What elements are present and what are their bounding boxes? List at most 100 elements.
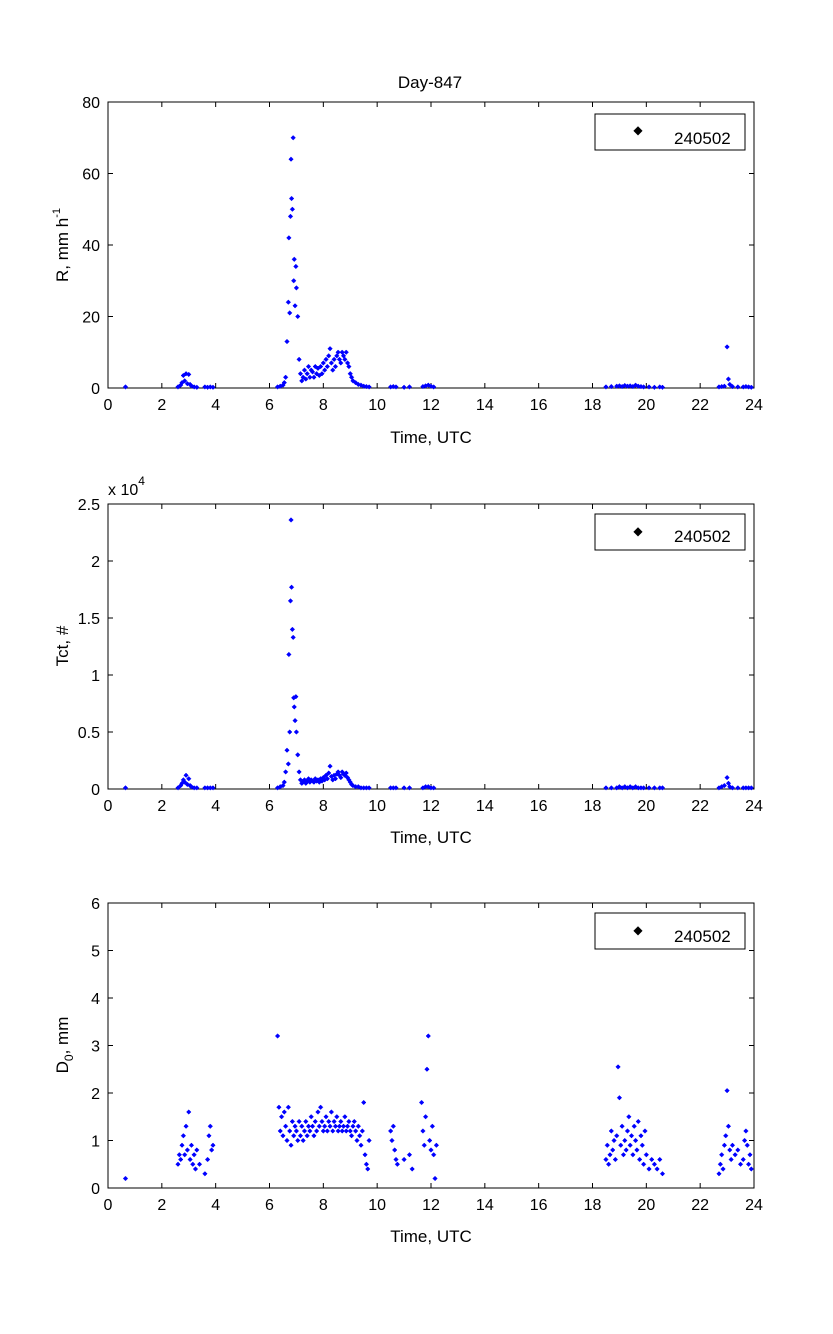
data-point: [326, 770, 332, 776]
data-point: [744, 1142, 750, 1148]
data-point: [616, 784, 623, 790]
data-point: [603, 785, 609, 791]
data-point: [276, 1104, 282, 1110]
legend-marker: ◆: [633, 923, 643, 937]
data-point: [184, 1147, 191, 1153]
data-point: [406, 384, 413, 390]
data-point: [643, 1152, 649, 1158]
data-point: [290, 135, 296, 141]
data-point: [176, 1152, 182, 1158]
data-point: [326, 1118, 332, 1125]
data-point: [717, 1161, 724, 1167]
data-point: [281, 779, 287, 785]
x-tick-label: 24: [745, 798, 763, 815]
data-point: [288, 517, 294, 523]
data-point: [747, 1152, 753, 1158]
data-point: [737, 1161, 744, 1167]
data-point: [303, 376, 309, 382]
data-point: [748, 1166, 754, 1172]
x-tick-label: 4: [211, 798, 220, 815]
x-tick-label: 22: [691, 1197, 709, 1214]
data-point: [724, 774, 730, 781]
data-point: [288, 1142, 294, 1148]
data-point: [330, 1128, 336, 1134]
data-point: [355, 1123, 361, 1129]
data-point: [634, 1147, 640, 1153]
data-point: [316, 1123, 322, 1129]
data-point: [343, 1128, 349, 1134]
data-point: [729, 383, 736, 390]
data-point: [323, 1114, 329, 1120]
data-point: [431, 785, 437, 791]
data-point: [745, 1161, 752, 1167]
data-point: [421, 1142, 427, 1148]
data-point: [183, 1123, 189, 1129]
data-point: [175, 785, 181, 791]
legend-box: [594, 513, 746, 551]
data-point: [649, 1156, 655, 1163]
data-point: [293, 263, 299, 270]
data-point: [182, 1152, 188, 1158]
data-point: [322, 367, 328, 373]
data-point: [319, 371, 325, 377]
data-point: [343, 770, 349, 776]
x-tick-label: 16: [530, 397, 548, 414]
data-point: [657, 1156, 663, 1163]
x-tick-label: 22: [691, 397, 709, 414]
x-axis-label: Time, UTC: [390, 828, 472, 847]
x-tick-label: 24: [745, 397, 763, 414]
data-point: [350, 782, 356, 789]
data-point: [387, 1128, 394, 1134]
data-point: [287, 213, 294, 220]
data-point: [296, 769, 302, 775]
data-point: [295, 752, 301, 758]
data-point: [390, 1123, 396, 1129]
data-point: [392, 1147, 398, 1153]
data-point: [210, 384, 216, 390]
legend: ◆ 240502: [594, 513, 746, 551]
data-point: [723, 1133, 729, 1139]
y-tick-label: 20: [82, 310, 100, 327]
x-tick-label: 6: [265, 1197, 274, 1214]
x-tick-label: 18: [584, 1197, 602, 1214]
data-point: [301, 367, 308, 373]
x-tick-label: 18: [584, 397, 602, 414]
data-point: [623, 1147, 629, 1153]
data-point: [603, 1156, 609, 1163]
y-tick-label: 6: [91, 896, 100, 913]
data-point: [335, 349, 341, 355]
data-point: [323, 356, 329, 363]
data-point: [311, 1133, 317, 1139]
data-point: [293, 285, 300, 291]
data-point: [363, 1161, 370, 1167]
data-point: [178, 1156, 184, 1163]
y-axis-label-superscript: -1: [51, 208, 63, 218]
x-tick-label: 2: [157, 1197, 166, 1214]
data-point: [366, 785, 372, 791]
data-point: [301, 1128, 308, 1134]
data-point: [393, 384, 399, 390]
data-point: [308, 1114, 314, 1120]
data-point: [340, 1123, 347, 1129]
data-point: [654, 1166, 660, 1172]
y-tick-label: 4: [91, 991, 100, 1008]
axis-multiplier: x 104: [108, 474, 145, 499]
data-point: [651, 1161, 658, 1167]
x-tick-label: 4: [211, 1197, 220, 1214]
data-point: [640, 1161, 647, 1167]
data-point: [607, 1152, 613, 1158]
data-point: [330, 367, 336, 373]
data-point: [191, 1152, 197, 1158]
data-point: [296, 356, 302, 363]
data-point: [194, 1147, 200, 1153]
data-point: [332, 776, 339, 782]
data-point: [357, 1133, 363, 1139]
data-point: [622, 1137, 628, 1144]
data-point: [281, 379, 287, 386]
x-tick-label: 8: [319, 798, 328, 815]
data-point: [312, 1118, 318, 1125]
data-point: [305, 1123, 312, 1129]
x-tick-label: 0: [104, 1197, 113, 1214]
